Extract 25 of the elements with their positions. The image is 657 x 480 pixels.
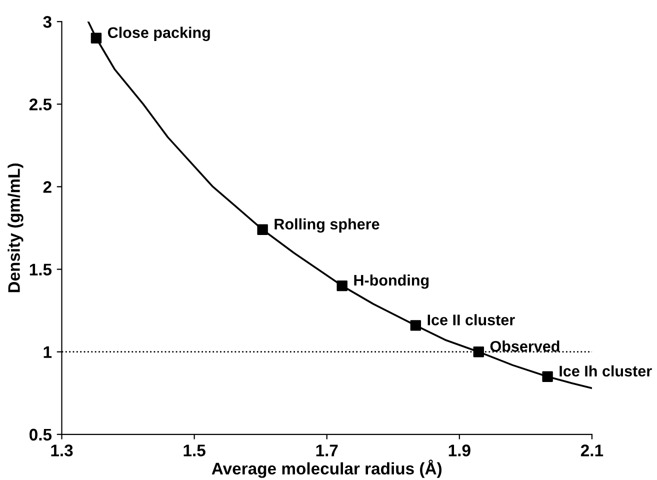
annotation: Observed <box>490 340 560 352</box>
y-tick-label: 0.5 <box>30 428 52 441</box>
x-tick-label: 2.1 <box>580 444 604 456</box>
point <box>336 280 348 292</box>
annotation: Close packing <box>108 26 210 42</box>
y-tick-label: 2.5 <box>29 98 52 110</box>
x-tick-label: 1.9 <box>448 444 470 456</box>
point <box>542 371 553 382</box>
annotation: H-bonding <box>354 274 429 289</box>
y-tick-label: 1.5 <box>30 264 52 276</box>
point <box>90 32 102 44</box>
x-axis-title: Average molecular radius (Å) <box>212 460 442 478</box>
y-tick-label: 2 <box>43 181 52 193</box>
x-tick-label: 1.5 <box>184 444 206 456</box>
point <box>473 346 484 358</box>
y-tick-label: 1 <box>44 346 52 358</box>
annotation: Ice Ih cluster <box>560 365 652 377</box>
annotation: Rolling sphere <box>274 218 380 233</box>
point <box>257 224 268 236</box>
x-tick-label: 1.3 <box>51 444 73 456</box>
x-tick-label: 1.7 <box>316 444 338 456</box>
y-axis-title: Density (gm/mL) <box>8 164 24 292</box>
y-tick-label: 3 <box>43 16 52 28</box>
annotation: Ice II cluster <box>428 314 515 326</box>
point <box>410 320 422 331</box>
